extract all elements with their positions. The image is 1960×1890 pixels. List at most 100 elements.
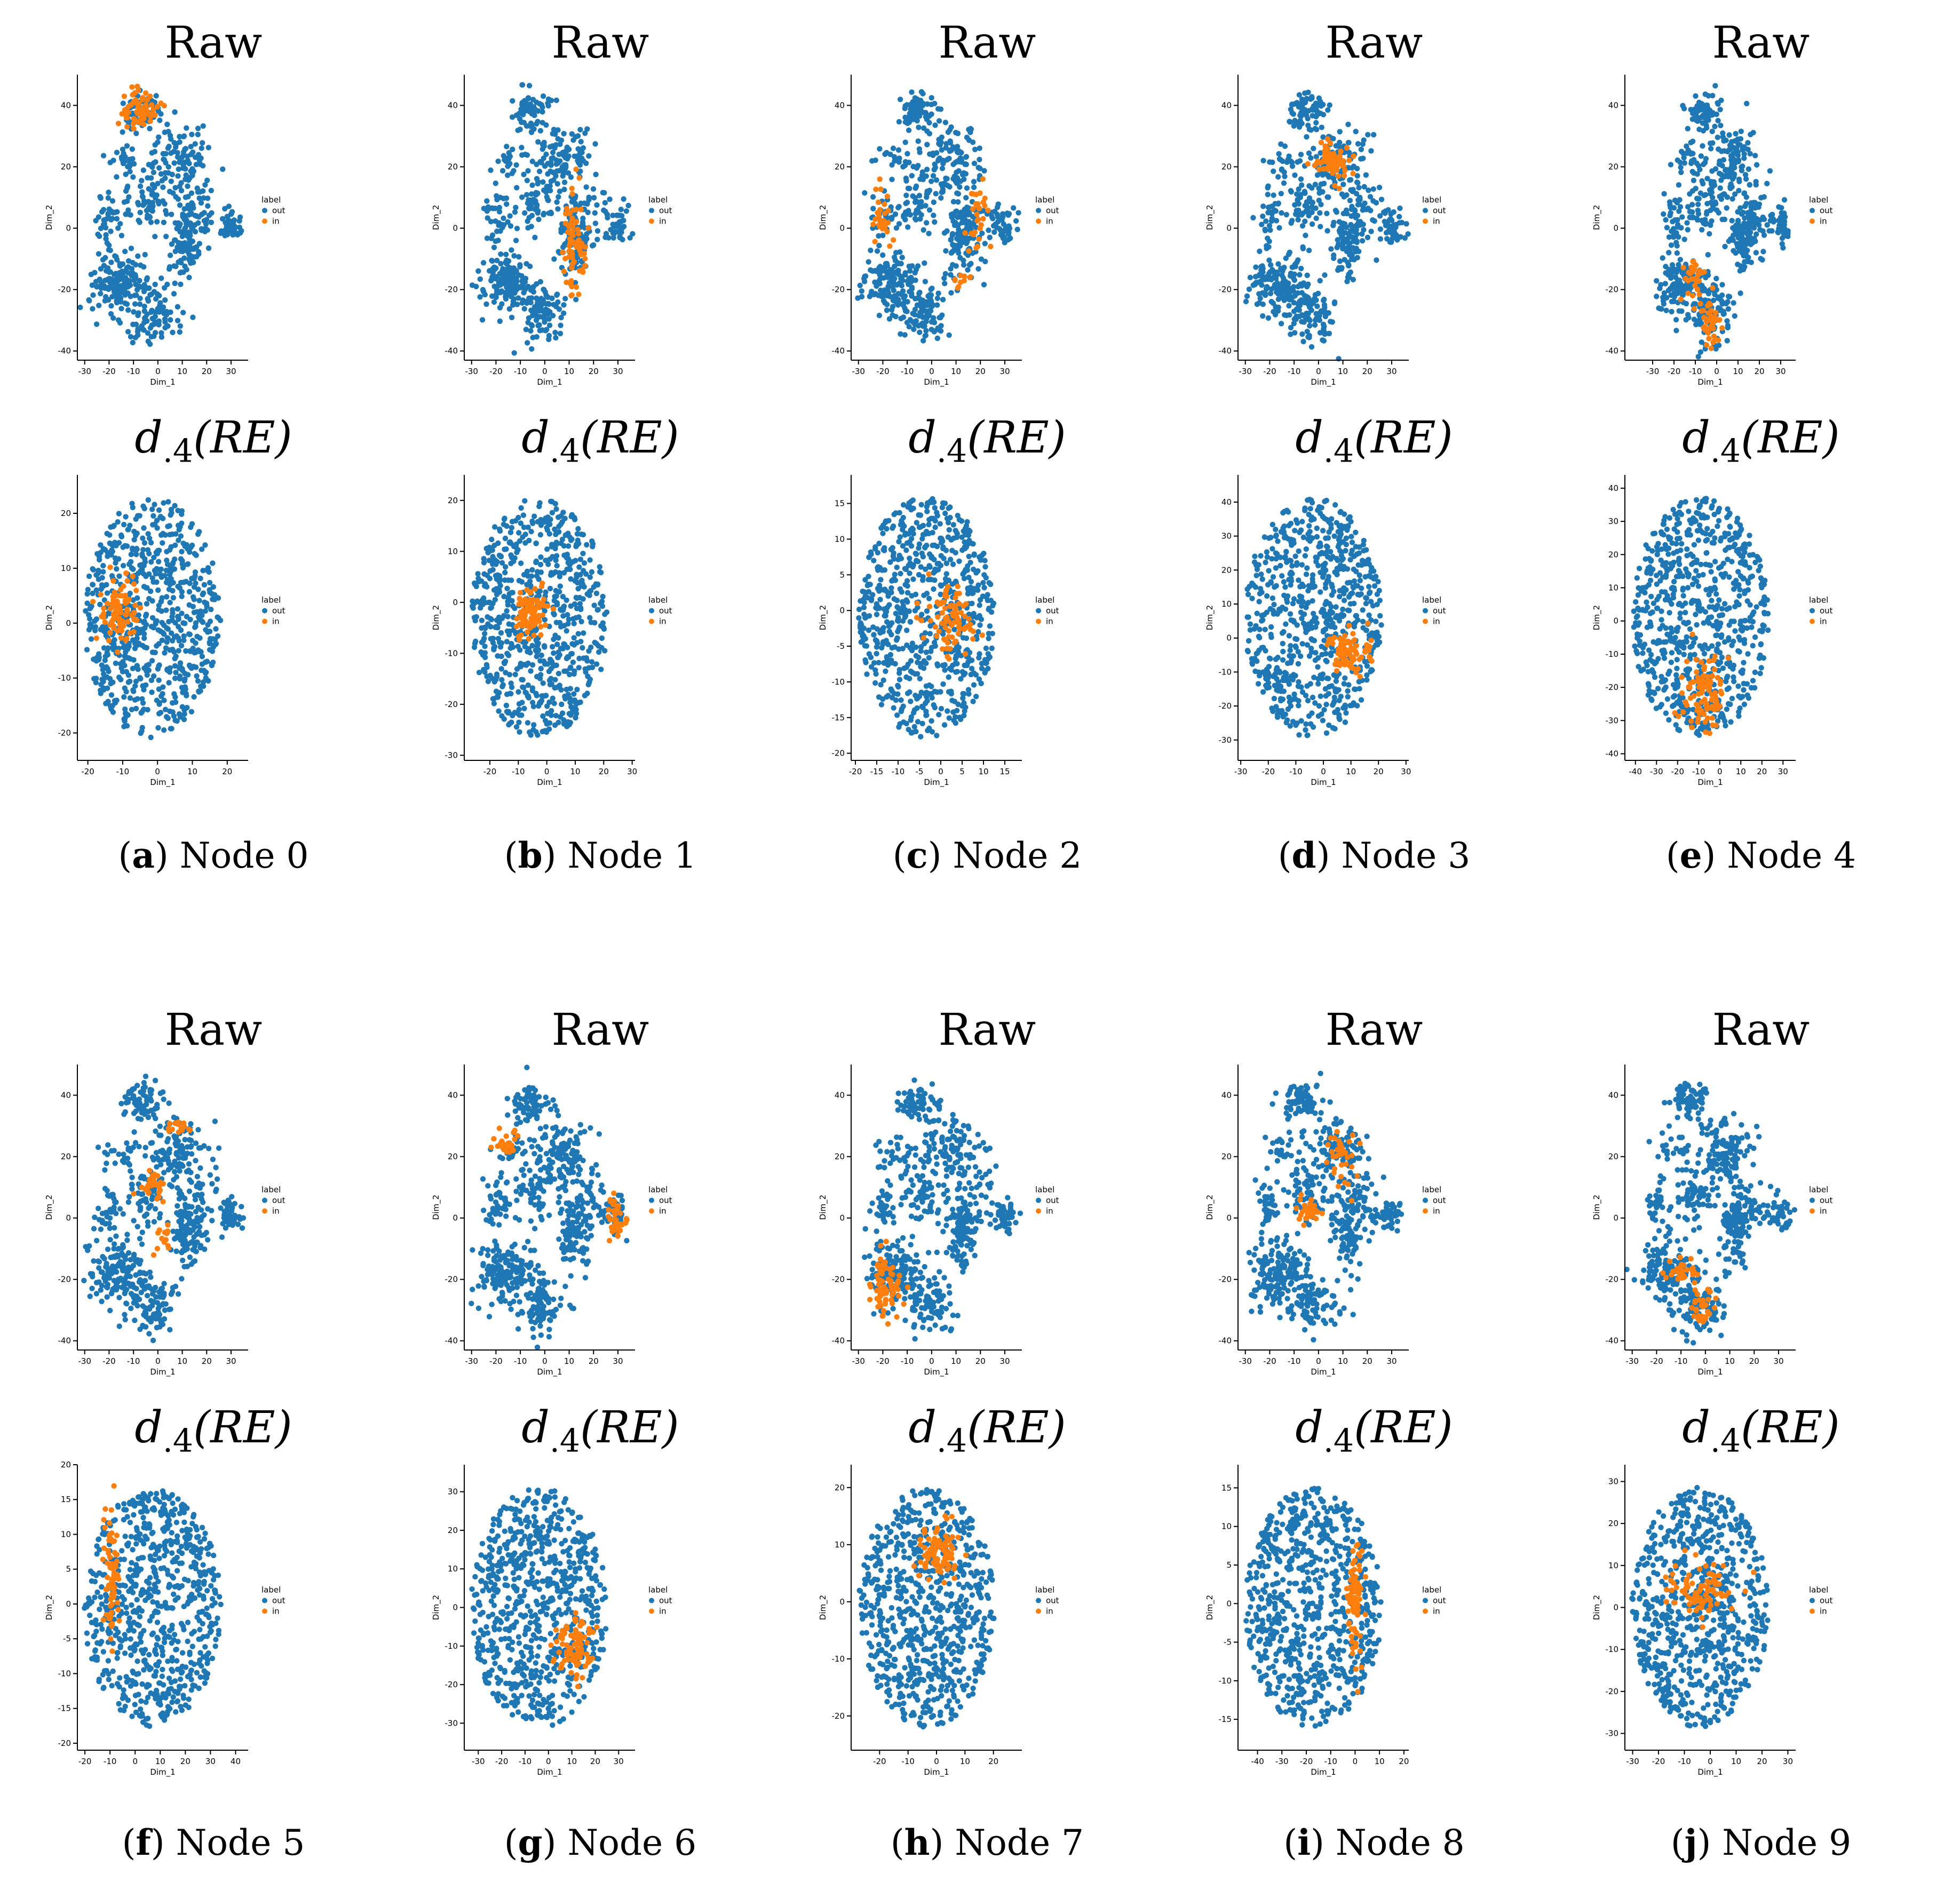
point-out [566,616,572,622]
point-out [514,301,520,307]
point-out [518,505,524,511]
point-out [489,258,495,264]
point-out [121,716,127,722]
point-in [872,239,878,244]
point-out [533,540,539,546]
point-out [578,200,584,207]
point-out [90,590,96,597]
point-out [932,505,938,511]
point-in [972,229,978,235]
point-out [575,586,581,592]
point-out [146,162,152,168]
y-tick-label: 20 [61,509,71,518]
point-out [152,502,157,507]
legend-entry-out: out [659,206,672,216]
point-out [913,728,919,735]
y-tick-label: -20 [58,728,72,738]
point-out [950,709,956,715]
point-out [938,591,943,598]
point-out [511,265,517,271]
point-in [946,628,952,634]
point-out [876,541,882,546]
point-out [950,561,956,567]
point-out [503,251,509,257]
point-out [599,603,606,609]
point-out [88,636,94,642]
point-out [956,645,962,650]
point-out [870,592,876,598]
point-out [513,112,520,118]
point-out [181,579,187,585]
point-out [528,224,534,229]
point-out [918,105,924,110]
point-out [592,141,598,147]
point-out [534,202,540,208]
point-out [962,526,969,531]
point-out [895,615,901,621]
point-out [594,236,600,242]
point-out [481,555,487,562]
point-out [515,689,521,695]
point-out [108,259,114,265]
point-out [955,191,962,197]
point-in [122,600,129,606]
point-out [131,309,137,315]
point-out [198,683,204,689]
point-out [115,274,121,280]
point-out [182,621,188,626]
point-out [493,561,499,567]
point-out [484,235,490,241]
point-out [940,500,946,506]
point-out [535,181,541,187]
point-out [521,171,527,178]
point-out [148,291,154,297]
point-out [975,582,981,588]
point-out [503,546,509,552]
x-tick-label: 20 [599,767,609,776]
point-out [192,624,198,630]
point-out [909,640,915,646]
point-out [168,726,173,732]
y-tick-label: 0 [453,598,458,607]
point-out [986,227,991,233]
point-out [196,249,202,255]
point-out [957,184,963,190]
point-in [945,654,950,660]
point-out [188,211,194,217]
point-out [488,235,494,241]
point-out [973,694,979,700]
point-out [942,271,948,277]
y-tick-label: 20 [835,162,845,172]
point-out [895,271,901,277]
point-out [568,576,574,582]
point-out [946,715,952,721]
point-out [566,654,572,660]
point-out [926,207,933,213]
point-out [550,149,556,155]
point-out [107,160,113,165]
point-in [570,229,576,235]
point-out [159,178,165,184]
point-in [541,597,547,602]
point-out [913,267,919,273]
series-in [513,580,557,643]
point-out [536,169,543,174]
point-out [898,315,904,322]
y-tick-label: 0 [839,224,845,233]
point-out [926,231,932,236]
point-out [917,512,924,518]
point-out [497,290,503,296]
y-tick-label: -40 [832,346,845,356]
point-in [573,219,580,225]
y-axis-label: Dim_2 [431,205,441,230]
point-out [137,183,144,189]
point-out [133,292,139,298]
y-tick-label: -10 [445,648,458,658]
point-out [503,670,509,676]
point-in [561,268,567,274]
point-out [200,619,206,625]
point-out [527,578,533,584]
point-out [520,512,527,518]
point-out [103,232,109,238]
point-out [991,229,997,235]
